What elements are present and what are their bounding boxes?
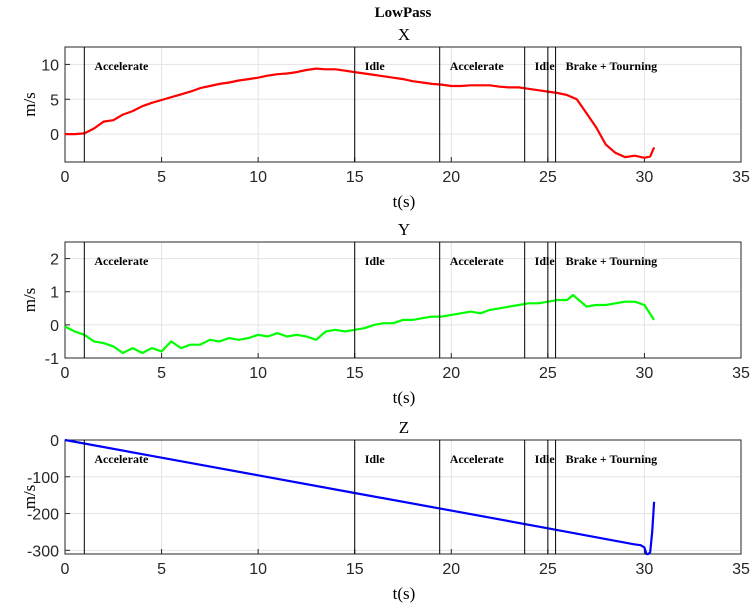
x-tick-label: 10	[249, 561, 267, 578]
series-line-z	[64, 438, 656, 556]
y-axis-label: m/s	[20, 92, 39, 117]
x-tick-label: 0	[61, 365, 70, 382]
y-axis-label: m/s	[20, 288, 39, 313]
axes-box	[64, 439, 742, 555]
y-tick-label: 2	[50, 252, 59, 269]
phase-label: Brake + Tourning	[566, 59, 658, 73]
series-line-y	[64, 293, 656, 355]
x-tick-label: 30	[636, 169, 654, 186]
phase-label: Brake + Tourning	[566, 452, 658, 466]
x-tick-label: 35	[732, 169, 750, 186]
x-axis-label: t(s)	[393, 388, 416, 407]
series-line-x	[65, 67, 656, 159]
x-tick-label: 5	[157, 169, 166, 186]
phase-label: Idle	[535, 254, 556, 268]
x-tick-label: 10	[249, 365, 267, 382]
phase-label: Idle	[535, 59, 556, 73]
phase-label: Brake + Tourning	[566, 254, 658, 268]
x-tick-label: 30	[636, 561, 654, 578]
x-axis-label: t(s)	[393, 584, 416, 603]
x-tick-label: 20	[442, 169, 460, 186]
x-tick-label: 5	[157, 561, 166, 578]
x-tick-label: 30	[636, 365, 654, 382]
axes-box	[64, 241, 742, 359]
y-tick-label: 0	[50, 318, 59, 335]
phase-label: Idle	[365, 254, 386, 268]
y-tick-label: -1	[45, 351, 59, 368]
y-axis-label: m/s	[20, 485, 39, 510]
x-tick-label: 20	[442, 561, 460, 578]
subplot-z: 0 5 10 15 20 25 30 35 -300 -200 -100 0 Accelerate Idl…	[20, 418, 750, 603]
x-tick-label: 0	[61, 169, 70, 186]
x-tick-label: 15	[346, 169, 364, 186]
y-tick-label: 0	[50, 127, 59, 144]
x-axis-label: t(s)	[393, 192, 416, 211]
y-tick-label: 5	[50, 92, 59, 109]
subplot-title: Z	[399, 418, 409, 437]
y-tick-label: 0	[50, 433, 59, 450]
x-tick-label: 25	[539, 365, 557, 382]
phase-label: Accelerate	[94, 254, 149, 268]
y-tick-label: -300	[27, 543, 59, 560]
x-tick-label: 25	[539, 169, 557, 186]
phase-label: Accelerate	[94, 452, 149, 466]
phase-label: Accelerate	[450, 452, 505, 466]
subplot-title: Y	[398, 220, 410, 239]
figure-title: LowPass	[375, 5, 432, 21]
x-tick-label: 0	[61, 561, 70, 578]
y-tick-label: -200	[27, 507, 59, 524]
y-tick-label: -100	[27, 470, 59, 487]
x-tick-label: 35	[732, 365, 750, 382]
x-tick-label: 35	[732, 561, 750, 578]
x-tick-label: 20	[442, 365, 460, 382]
subplot-x: 0 5 10 15 20 25 30 35 0 5 10 Accelerate Idle Accelera…	[20, 25, 750, 211]
x-tick-label: 15	[346, 365, 364, 382]
subplot-title: X	[398, 25, 410, 44]
y-tick-label: 10	[41, 57, 59, 74]
phase-label: Accelerate	[450, 254, 505, 268]
axes-box	[64, 46, 742, 163]
x-tick-label: 10	[249, 169, 267, 186]
x-tick-label: 25	[539, 561, 557, 578]
phase-label: Accelerate	[450, 59, 505, 73]
x-tick-label: 15	[346, 561, 364, 578]
x-tick-label: 5	[157, 365, 166, 382]
phase-label: Idle	[365, 59, 386, 73]
phase-label: Accelerate	[94, 59, 149, 73]
y-tick-label: 1	[50, 285, 59, 302]
phase-label: Idle	[365, 452, 386, 466]
phase-label: Idle	[535, 452, 556, 466]
